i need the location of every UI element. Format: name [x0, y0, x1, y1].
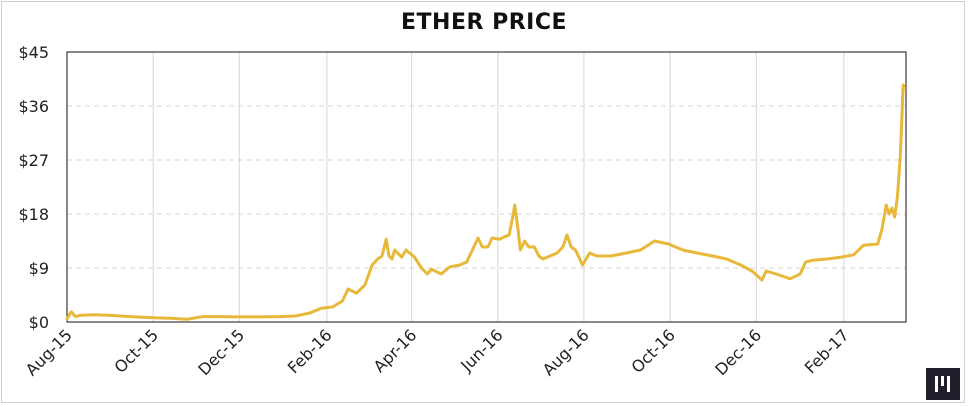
price-line	[65, 83, 907, 321]
y-tick-label: $45	[18, 43, 49, 62]
brand-logo	[926, 368, 960, 400]
y-tick-label: $36	[18, 97, 49, 116]
x-tick-label: Dec-15	[194, 325, 248, 379]
x-tick-label: Dec-16	[711, 325, 765, 379]
logo-icon	[935, 376, 950, 392]
x-tick-label: Oct-15	[111, 325, 162, 376]
x-tick-label: Feb-17	[801, 325, 853, 377]
x-tick-label: Feb-16	[284, 325, 336, 377]
y-tick-label: $0	[29, 313, 49, 332]
y-tick-label: $18	[18, 205, 49, 224]
x-tick-label: Aug-15	[22, 325, 76, 379]
chart-title: ETHER PRICE	[401, 10, 567, 35]
x-tick-label: Jun-16	[456, 325, 506, 375]
y-tick-label: $9	[29, 259, 49, 278]
plot-area-border	[66, 51, 907, 323]
x-tick-label: Apr-16	[370, 325, 421, 376]
x-tick-label: Oct-16	[627, 325, 678, 376]
y-tick-label: $27	[18, 151, 49, 170]
x-tick-label: Aug-16	[539, 325, 593, 379]
